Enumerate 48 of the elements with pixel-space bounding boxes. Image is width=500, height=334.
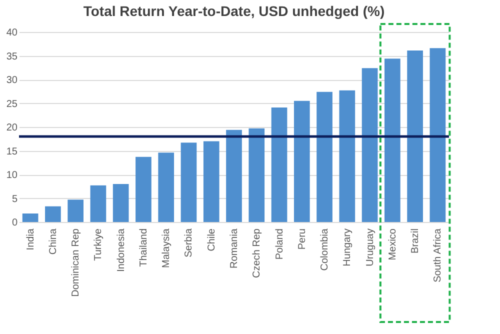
y-tick-label: 30 xyxy=(6,75,18,86)
y-tick-label: 15 xyxy=(6,146,18,158)
bar xyxy=(203,141,220,222)
y-tick-label: 40 xyxy=(6,28,18,38)
bar xyxy=(158,152,174,222)
bar xyxy=(407,50,423,222)
bar xyxy=(362,68,378,222)
x-tick-label: Mexico xyxy=(387,228,398,260)
x-tick-label: Peru xyxy=(296,228,308,250)
bar xyxy=(112,184,129,222)
bar xyxy=(226,130,242,222)
y-tick-label: 35 xyxy=(6,51,18,62)
x-tick-label: Uruguay xyxy=(364,228,376,266)
bar xyxy=(68,200,84,222)
x-tick-label: China xyxy=(48,228,59,255)
y-tick-label: 5 xyxy=(12,194,18,205)
bar xyxy=(136,156,152,222)
x-tick-label: Turkiye xyxy=(93,228,104,261)
bar xyxy=(90,185,106,222)
chart-title: Total Return Year-to-Date, USD unhedged (%) xyxy=(83,3,385,19)
bar xyxy=(248,128,265,222)
bar xyxy=(384,58,400,222)
x-tick-label: Czech Rep xyxy=(252,228,263,278)
x-tick-label: Hungary xyxy=(342,228,354,266)
bar xyxy=(271,108,288,222)
x-tick-label: Malaysia xyxy=(161,228,172,268)
y-tick-label: 0 xyxy=(12,218,18,228)
y-tick-label: 10 xyxy=(6,170,18,181)
y-tick-label: 20 xyxy=(6,122,18,134)
x-tick-label: Chile xyxy=(206,228,218,252)
x-tick-label: Dominican Rep xyxy=(70,228,82,297)
x-tick-label: Serbia xyxy=(184,228,195,258)
y-tick-label: 25 xyxy=(6,98,18,110)
bar xyxy=(430,48,446,222)
x-tick-label: South Africa xyxy=(432,228,444,282)
x-tick-label: India xyxy=(25,228,36,250)
x-tick-label: Romania xyxy=(229,228,240,269)
bar xyxy=(180,142,197,222)
bar xyxy=(45,206,61,222)
x-tick-label: Thailand xyxy=(138,228,150,267)
x-tick-label: Poland xyxy=(274,228,286,260)
bar xyxy=(294,100,310,222)
bar xyxy=(22,213,38,222)
x-tick-label: Colombia xyxy=(320,228,331,271)
x-tick-label: Brazil xyxy=(410,228,422,254)
x-tick-label: Indonesia xyxy=(116,228,127,272)
bar xyxy=(316,92,332,222)
bar xyxy=(339,90,356,222)
